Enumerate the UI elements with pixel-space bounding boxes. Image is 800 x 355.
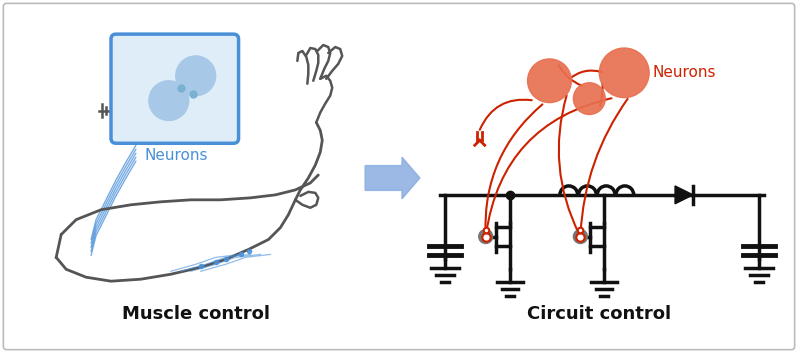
Circle shape	[574, 83, 606, 115]
Text: Neurons: Neurons	[144, 148, 207, 163]
Text: Muscle control: Muscle control	[122, 305, 270, 323]
Text: Circuit control: Circuit control	[527, 305, 671, 323]
FancyArrow shape	[365, 157, 420, 199]
Polygon shape	[675, 186, 693, 204]
Circle shape	[478, 230, 493, 244]
Circle shape	[574, 230, 587, 244]
FancyBboxPatch shape	[111, 34, 238, 143]
Circle shape	[599, 48, 649, 98]
Text: Neurons: Neurons	[652, 65, 716, 80]
Circle shape	[176, 56, 216, 95]
Circle shape	[527, 59, 571, 103]
Circle shape	[149, 81, 189, 120]
